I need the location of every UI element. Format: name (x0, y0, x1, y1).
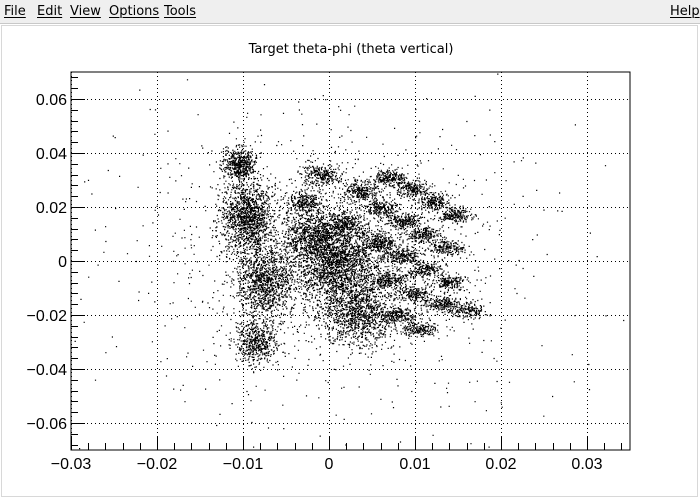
y-tick-label: 0.04 (36, 146, 67, 163)
grid-lines (71, 72, 630, 450)
x-tick-label: −0.02 (137, 456, 178, 473)
x-tick-label: −0.03 (51, 456, 92, 473)
plot-frame (70, 71, 631, 451)
y-tick-label: −0.02 (27, 308, 68, 325)
chart-title: Target theta-phi (theta vertical) (248, 42, 454, 57)
menu-file[interactable]: File (4, 4, 26, 19)
y-tick-label: −0.06 (27, 416, 68, 433)
menu-help[interactable]: Help (670, 4, 700, 19)
x-tick-label: 0.03 (571, 456, 602, 473)
axis-ticks (71, 77, 622, 450)
menu-view[interactable]: View (70, 4, 101, 19)
y-tick-label: 0.02 (36, 200, 67, 217)
x-tick-label: 0.02 (485, 456, 516, 473)
y-axis-labels: 0.06 0.04 0.02 0 −0.02 −0.04 −0.06 (27, 92, 68, 433)
menu-edit[interactable]: Edit (37, 4, 63, 19)
x-axis-labels: −0.03 −0.02 −0.01 0 0.01 0.02 0.03 (51, 456, 603, 473)
y-tick-label: −0.04 (27, 362, 68, 379)
y-tick-label: 0 (58, 254, 67, 271)
menu-tools[interactable]: Tools (164, 4, 197, 19)
y-tick-label: 0.06 (36, 92, 67, 109)
x-tick-label: 0 (325, 456, 334, 473)
scatter-chart: Target theta-phi (theta vertical) −0.03−… (27, 42, 631, 473)
menu-options[interactable]: Options (109, 4, 160, 19)
plot-canvas[interactable]: Target theta-phi (theta vertical) −0.03−… (1, 25, 698, 497)
x-tick-label: 0.01 (399, 456, 430, 473)
menu-bar: File Edit View Options Tools Help (0, 0, 700, 24)
x-tick-label: −0.01 (223, 456, 264, 473)
